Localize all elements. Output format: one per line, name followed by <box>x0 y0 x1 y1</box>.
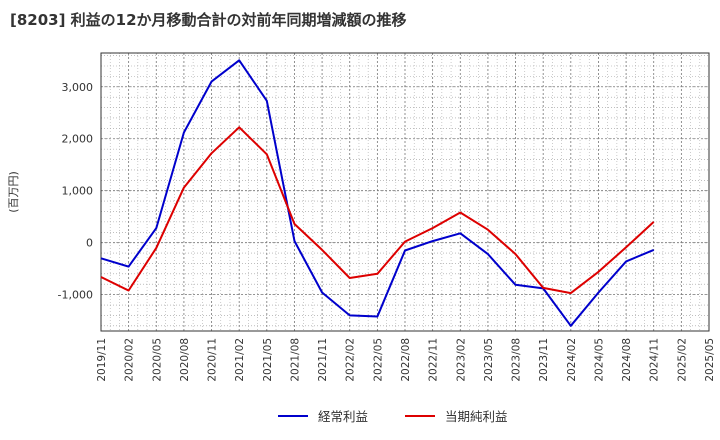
legend: 経常利益 当期純利益 <box>278 409 508 424</box>
x-tick-label: 2022/05 <box>372 338 384 382</box>
chart-title: [8203] 利益の12か月移動合計の対前年同期増減額の推移 <box>10 11 407 29</box>
x-tick-label: 2022/02 <box>345 338 357 382</box>
x-tick-label: 2023/05 <box>483 338 495 382</box>
x-tick-label: 2023/11 <box>538 338 550 382</box>
x-tick-label: 2024/08 <box>621 338 633 382</box>
y-tick-label: 1,000 <box>62 185 94 198</box>
x-tick-label: 2021/08 <box>289 338 301 382</box>
legend-label-1: 経常利益 <box>318 409 368 424</box>
x-tick-label: 2020/02 <box>124 338 136 382</box>
y-tick-label: 0 <box>86 237 93 250</box>
legend-label-2: 当期純利益 <box>445 409 508 424</box>
x-tick-label: 2019/11 <box>96 338 108 382</box>
x-tick-label: 2020/08 <box>179 338 191 382</box>
series-line-1 <box>100 59 655 327</box>
axes: 3,000 2,000 1,000 0 -1,000 (百万円) 2019/11 2020/0… <box>7 52 716 382</box>
x-tick-label: 2023/02 <box>455 338 467 382</box>
y-axis-label: (百万円) <box>7 171 20 213</box>
x-tick-label: 2021/05 <box>262 338 274 382</box>
plot-frame <box>100 52 710 332</box>
x-tick-label: 2020/05 <box>151 338 163 382</box>
x-tick-label: 2025/02 <box>676 338 688 382</box>
x-tick-label: 2023/08 <box>511 338 523 382</box>
y-tick-label: 3,000 <box>62 81 94 94</box>
x-tick-label: 2024/02 <box>566 338 578 382</box>
x-tick-label: 2025/05 <box>704 338 716 382</box>
x-tick-label: 2024/05 <box>593 338 605 382</box>
y-tick-label: -1,000 <box>58 289 93 302</box>
y-tick-label: 2,000 <box>62 133 94 146</box>
x-tick-label: 2024/11 <box>649 338 661 382</box>
series-lines <box>100 59 655 327</box>
x-tick-label: 2022/08 <box>400 338 412 382</box>
series-line-2 <box>100 126 655 295</box>
grid <box>100 53 710 331</box>
x-tick-label: 2020/11 <box>207 338 219 382</box>
x-tick-label: 2021/02 <box>234 338 246 382</box>
x-tick-label: 2021/11 <box>317 338 329 382</box>
x-tick-label: 2022/11 <box>428 338 440 382</box>
